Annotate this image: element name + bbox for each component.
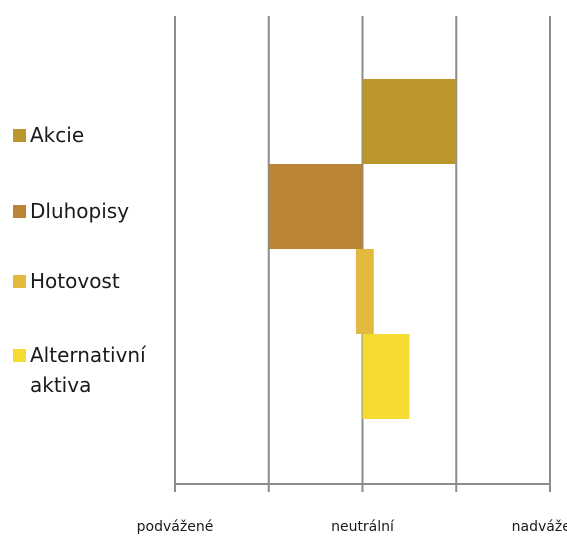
x-tick-label: neutrální — [331, 519, 395, 535]
legend-swatch-dluhopisy — [13, 205, 26, 218]
bar-alternativní-aktiva — [362, 334, 410, 419]
legend-item-akcie: Akcie — [13, 120, 160, 150]
legend-swatch-alternativni-aktiva — [13, 349, 26, 362]
bar-hotovost — [355, 249, 374, 334]
legend-label-dluhopisy: Dluhopisy — [30, 199, 130, 223]
x-tick-label: podvážené — [137, 519, 214, 535]
x-axis — [174, 483, 551, 492]
legend-item-dluhopisy: Dluhopisy — [13, 196, 160, 226]
bar-dluhopisy — [268, 164, 363, 249]
legend-label-hotovost: Hotovost — [30, 269, 120, 293]
legend-swatch-hotovost — [13, 275, 26, 288]
x-tick-label: nadvážené — [512, 519, 567, 535]
legend-label-akcie: Akcie — [30, 123, 85, 147]
bar-akcie — [362, 79, 457, 164]
x-tick-labels: podvážené neutrální nadvážené — [137, 519, 567, 535]
legend-swatch-akcie — [13, 129, 26, 142]
legend-label-alternativni-aktiva: Alternativní aktiva — [30, 343, 146, 397]
legend-item-alternativni-aktiva: Alternativní aktiva — [13, 340, 160, 400]
bars — [268, 79, 457, 419]
legend-item-hotovost: Hotovost — [13, 266, 160, 296]
